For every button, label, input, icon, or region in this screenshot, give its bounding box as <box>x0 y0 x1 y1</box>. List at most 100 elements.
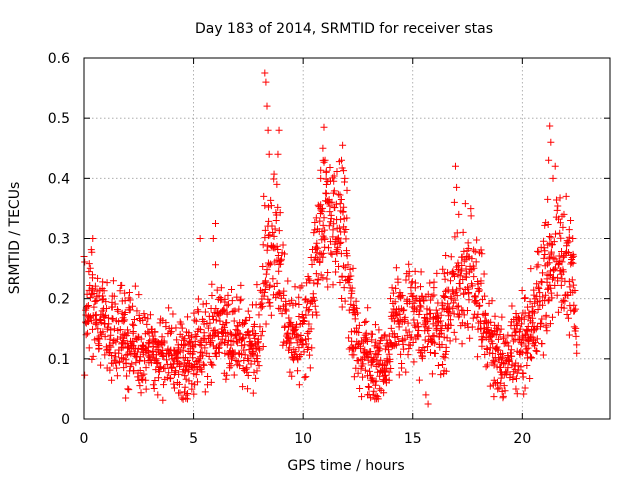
data-point <box>494 385 502 393</box>
data-point <box>212 304 220 312</box>
y-tick-label: 0.6 <box>48 51 70 67</box>
data-point <box>255 311 263 319</box>
data-point <box>556 194 564 202</box>
data-point <box>267 196 275 204</box>
data-point <box>281 250 289 258</box>
data-point <box>267 260 275 268</box>
data-point <box>354 309 362 317</box>
data-point <box>560 210 568 218</box>
data-point <box>450 328 458 336</box>
data-point <box>273 180 281 188</box>
data-point <box>188 385 196 393</box>
data-point <box>153 359 161 367</box>
data-points <box>80 69 581 408</box>
data-point <box>124 385 132 393</box>
data-point <box>389 289 397 297</box>
data-point <box>404 319 412 327</box>
data-point <box>157 340 165 348</box>
y-tick-label: 0.4 <box>48 171 70 187</box>
data-point <box>273 242 281 250</box>
data-point <box>327 211 335 219</box>
data-point <box>468 282 476 290</box>
data-point <box>495 384 503 392</box>
data-point <box>445 312 453 320</box>
data-point <box>265 217 273 225</box>
data-point <box>442 348 450 356</box>
data-point <box>97 318 105 326</box>
data-point <box>524 344 532 352</box>
data-point <box>334 190 342 198</box>
data-point <box>262 270 270 278</box>
data-point <box>245 346 253 354</box>
data-point <box>531 299 539 307</box>
data-point <box>216 317 224 325</box>
data-point <box>355 321 363 329</box>
data-point <box>324 283 332 291</box>
data-point <box>439 265 447 273</box>
data-point <box>544 195 552 203</box>
data-point <box>201 344 209 352</box>
data-point <box>473 236 481 244</box>
data-point <box>370 387 378 395</box>
data-point <box>395 337 403 345</box>
data-point <box>342 226 350 234</box>
data-point <box>361 366 369 374</box>
data-point <box>476 301 484 309</box>
data-point <box>322 168 330 176</box>
data-point <box>252 374 260 382</box>
data-point <box>385 350 393 358</box>
data-point <box>165 369 173 377</box>
data-point <box>490 393 498 401</box>
data-point <box>338 156 346 164</box>
data-point <box>351 315 359 323</box>
data-point <box>250 331 258 339</box>
data-point <box>543 327 551 335</box>
data-point <box>183 395 191 403</box>
data-point <box>114 307 122 315</box>
data-point <box>178 324 186 332</box>
data-point <box>547 248 555 256</box>
data-point <box>117 344 125 352</box>
data-point <box>251 334 259 342</box>
data-point <box>517 363 525 371</box>
data-point <box>130 367 138 375</box>
data-point <box>160 381 168 389</box>
data-point <box>512 385 520 393</box>
data-point <box>227 362 235 370</box>
data-point <box>408 278 416 286</box>
data-point <box>273 279 281 287</box>
data-point <box>441 275 449 283</box>
data-point <box>565 278 573 286</box>
data-point <box>370 355 378 363</box>
data-point <box>295 381 303 389</box>
data-point <box>239 335 247 343</box>
data-point <box>533 292 541 300</box>
data-point <box>442 367 450 375</box>
data-point <box>87 317 95 325</box>
data-point <box>137 389 145 397</box>
data-point <box>85 260 93 268</box>
data-point <box>197 326 205 334</box>
data-point <box>305 275 313 283</box>
data-point <box>446 337 454 345</box>
data-point <box>452 335 460 343</box>
data-point <box>249 389 257 397</box>
data-point <box>466 334 474 342</box>
data-point <box>109 277 117 285</box>
data-point <box>168 363 176 371</box>
data-point <box>413 306 421 314</box>
y-tick-label: 0.1 <box>48 352 70 368</box>
data-point <box>437 329 445 337</box>
y-tick-labels: 0 0.1 0.2 0.3 0.4 0.5 0.6 <box>48 51 70 428</box>
data-point <box>126 306 134 314</box>
data-point <box>88 271 96 279</box>
data-point <box>270 170 278 178</box>
data-point <box>346 275 354 283</box>
data-point <box>544 285 552 293</box>
data-point <box>268 243 276 251</box>
data-point <box>456 284 464 292</box>
data-point <box>263 246 271 254</box>
data-point <box>304 335 312 343</box>
data-point <box>160 337 168 345</box>
data-point <box>101 333 109 341</box>
